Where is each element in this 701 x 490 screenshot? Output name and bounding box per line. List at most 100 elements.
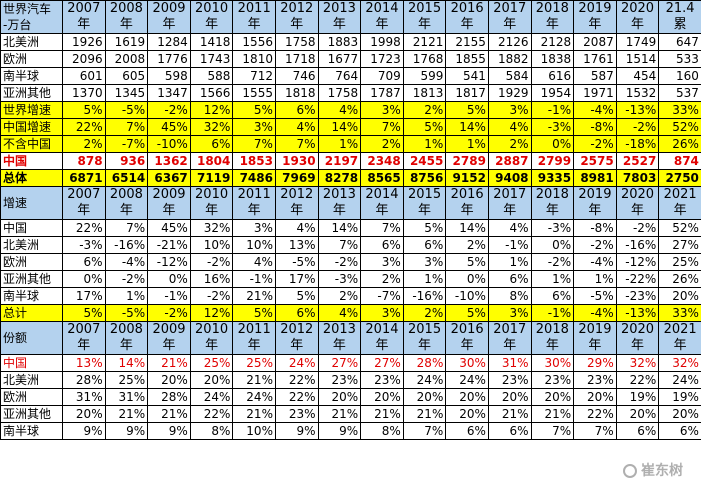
table-cell: 1817 (445, 84, 489, 102)
table-cell: 22% (573, 405, 617, 423)
table-cell: -22% (615, 270, 660, 288)
table-cell: 6% (615, 422, 660, 440)
table-cell: 21% (487, 405, 532, 423)
table-cell: 17% (274, 270, 319, 288)
row-label: 不含中国 (0, 135, 63, 153)
row-label: 中国 (0, 152, 63, 170)
table-cell: 1619 (104, 33, 149, 51)
row-label: 欧洲 (0, 253, 63, 271)
section1-year-header: 2018 年 (530, 0, 575, 34)
table-cell: 23% (360, 371, 404, 389)
table-cell: 25% (658, 253, 701, 271)
table-cell: 28% (147, 388, 191, 406)
table-cell: 8981 (573, 169, 617, 187)
table-cell: 6% (360, 236, 404, 254)
table-cell: 1362 (147, 152, 191, 170)
table-cell: -7% (104, 135, 149, 153)
section1-row: 世界增速 5% -5% -2% 12% 5% 6% 4% 3% 2% 5% 3% -1% -4% -13% 3… (0, 101, 701, 119)
table-cell: 6871 (62, 169, 106, 187)
table-cell: -2% (530, 253, 575, 271)
table-cell: 1566 (189, 84, 234, 102)
table-cell: 601 (62, 67, 106, 85)
table-cell: 3% (402, 253, 447, 271)
table-cell: 32% (189, 219, 234, 237)
section2-year-header: 2008 年 (104, 186, 149, 220)
table-cell: -12% (147, 253, 191, 271)
table-cell: 32% (189, 118, 234, 136)
table-cell: 25% (104, 371, 149, 389)
table-cell: 23% (530, 371, 575, 389)
section3-year-header: 2017 年 (487, 321, 532, 355)
table-cell: 1370 (62, 84, 106, 102)
section2-year-header: 2013 年 (317, 186, 362, 220)
table-cell: 6% (487, 270, 532, 288)
table-cell: 20% (573, 388, 617, 406)
table-cell: -3% (317, 270, 362, 288)
section1-year-header: 2012 年 (274, 0, 319, 34)
table-cell: 1818 (274, 84, 319, 102)
table-cell: -16% (615, 236, 660, 254)
table-cell: 1853 (232, 152, 276, 170)
table-cell: 45% (147, 219, 191, 237)
row-label: 亚洲其他 (0, 405, 63, 423)
table-cell: 2126 (487, 33, 532, 51)
table-cell: 12% (189, 101, 234, 119)
table-cell: 9408 (487, 169, 532, 187)
table-cell: 1718 (274, 50, 319, 68)
table-cell: 1926 (62, 33, 106, 51)
table-cell: 0% (147, 270, 191, 288)
table-cell: -2% (147, 101, 191, 119)
table-cell: 2121 (402, 33, 447, 51)
table-cell: -3% (530, 118, 575, 136)
table-cell: 5% (232, 101, 276, 119)
table-cell: 1761 (573, 50, 617, 68)
table-cell: 22% (274, 388, 319, 406)
table-cell: 24% (274, 354, 319, 372)
section1-year-header: 2008 年 (104, 0, 149, 34)
table-cell: 1514 (615, 50, 660, 68)
table-cell: 3% (232, 219, 276, 237)
table-cell: 1% (104, 287, 149, 305)
section3-year-header: 2016 年 (445, 321, 489, 355)
table-cell: 3% (360, 101, 404, 119)
table-cell: 3% (360, 304, 404, 322)
table-cell: 746 (274, 67, 319, 85)
table-cell: -13% (615, 101, 660, 119)
table-cell: 1813 (402, 84, 447, 102)
section2-year-header: 2014 年 (360, 186, 404, 220)
table-cell: 14% (445, 219, 489, 237)
table-cell: 21% (232, 287, 276, 305)
table-cell: -4% (573, 253, 617, 271)
table-cell: 24% (402, 371, 447, 389)
table-cell: 24% (445, 371, 489, 389)
table-cell: 6% (658, 422, 701, 440)
table-cell: 28% (402, 354, 447, 372)
table-cell: 1284 (147, 33, 191, 51)
table-cell: 6367 (147, 169, 191, 187)
table-cell: 616 (530, 67, 575, 85)
section1-row: 南半球 601 605 598 588 712 746 764 709 599 541 584 616 5… (0, 67, 701, 85)
table-cell: 17% (62, 287, 106, 305)
table-cell: 2575 (573, 152, 617, 170)
table-cell: 1930 (274, 152, 319, 170)
table-cell: 1% (573, 270, 617, 288)
section1-row: 亚洲其他 1370 1345 1347 1566 1555 1818 1758 1787 1813… (0, 84, 701, 102)
table-cell: 20% (317, 388, 362, 406)
table-cell: 52% (658, 219, 701, 237)
section1-row: 中国 878 936 1362 1804 1853 1930 2197 2348 2455 2789… (0, 152, 701, 170)
table-cell: 30% (530, 354, 575, 372)
watermark: 崔东树 (623, 460, 683, 480)
table-cell: 1838 (530, 50, 575, 68)
table-cell: 6% (402, 236, 447, 254)
table-cell: -10% (445, 287, 489, 305)
table-cell: 7% (530, 422, 575, 440)
section3-row: 南半球 9% 9% 9% 8% 10% 9% 9% 8% 7% 6% 6% 7% 7% 6% 6% (0, 422, 701, 440)
table-cell: 24% (658, 371, 701, 389)
table-cell: 8% (189, 422, 234, 440)
table-cell: 1758 (274, 33, 319, 51)
table-cell: 9% (62, 422, 106, 440)
table-cell: 7% (573, 422, 617, 440)
table-cell: 9% (147, 422, 191, 440)
section1-row: 北美洲 1926 1619 1284 1418 1556 1758 1883 1998 2121 2… (0, 33, 701, 51)
table-cell: 9% (274, 422, 319, 440)
